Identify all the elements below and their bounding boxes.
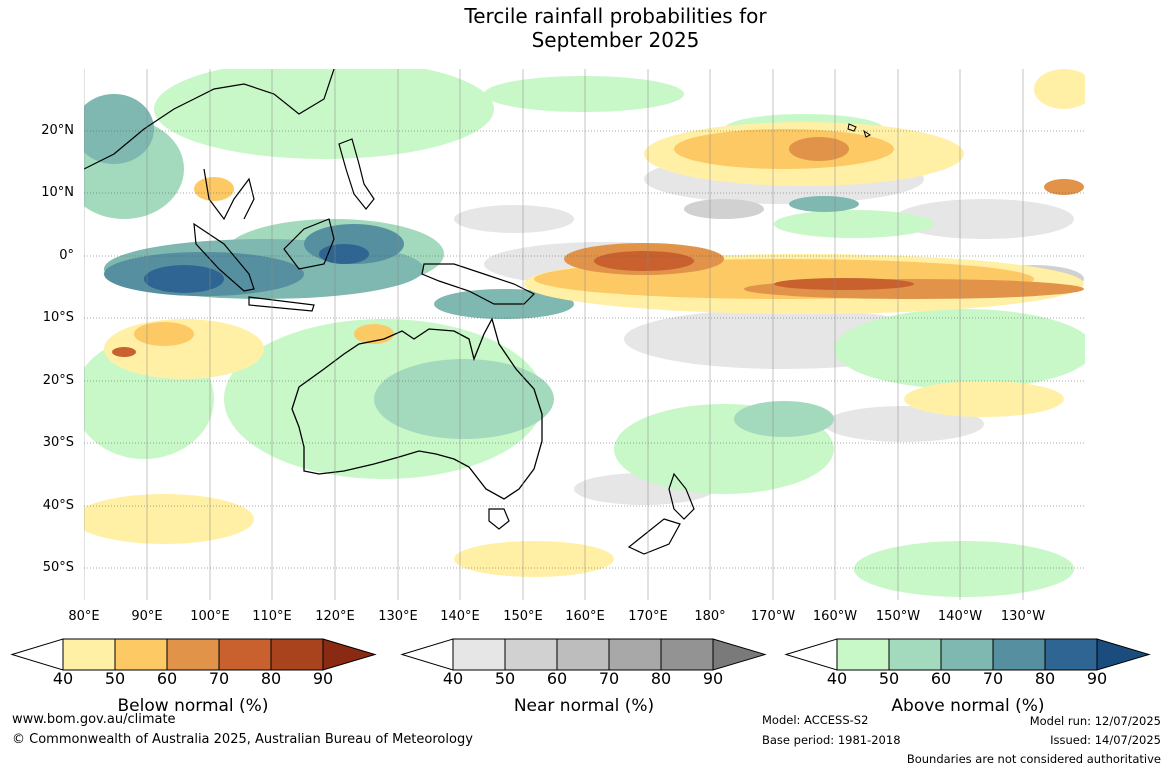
above-normal-colorbar — [784, 638, 1151, 671]
new-zealand-coastline — [627, 472, 695, 555]
colorbar-tick-label: 50 — [104, 669, 126, 688]
colorbar-tick-label: 70 — [982, 669, 1004, 688]
colorbar-tick-label: 90 — [1086, 669, 1108, 688]
near-colorbar-segment — [452, 638, 506, 671]
longitude-label: 170°W — [750, 609, 796, 624]
philippines-coastline — [338, 138, 375, 210]
issued-date: Issued: 14/07/2025 — [1050, 733, 1161, 747]
near-normal-title: Near normal (%) — [513, 696, 655, 716]
model-run-date: Model run: 12/07/2025 — [1029, 714, 1161, 728]
colorbar-tick-label: 40 — [826, 669, 848, 688]
longitude-label: 120°E — [315, 609, 355, 624]
below-colorbar-segment — [270, 638, 324, 671]
longitude-label: 130°W — [1000, 609, 1046, 624]
longitude-label: 110°E — [252, 609, 292, 624]
boundaries-disclaimer: Boundaries are not considered authoritat… — [906, 752, 1161, 766]
title-line-2: September 2025 — [531, 28, 700, 52]
above-normal-regions — [84, 69, 1085, 597]
near-normal-colorbar — [400, 638, 767, 671]
longitude-label: 160°E — [565, 609, 605, 624]
near-colorbar-segment — [608, 638, 662, 671]
colorbar-tick-label: 60 — [156, 669, 178, 688]
footer-copyright: © Commonwealth of Australia 2025, Austra… — [12, 732, 473, 747]
colorbar-tick-label: 90 — [312, 669, 334, 688]
colorbar-tick-label: 50 — [878, 669, 900, 688]
longitude-label: 100°E — [190, 609, 230, 624]
latitude-label: 40°S — [42, 498, 74, 513]
hawaii-islands — [847, 123, 871, 138]
colorbar-tick-label: 60 — [930, 669, 952, 688]
longitude-label: 130°E — [378, 609, 418, 624]
longitude-label: 150°E — [503, 609, 543, 624]
map-gridlines — [84, 69, 1085, 600]
longitude-label: 140°E — [440, 609, 480, 624]
below-normal-colorbar — [10, 638, 377, 671]
colorbar-tick-label: 80 — [1034, 669, 1056, 688]
above-colorbar-segment — [940, 638, 994, 671]
above-colorbar-low-triangle — [784, 638, 838, 671]
mainland-asia-coastline — [84, 69, 335, 221]
below-colorbar-segment — [218, 638, 272, 671]
colorbar-tick-label: 90 — [702, 669, 724, 688]
longitude-label: 90°E — [131, 609, 163, 624]
above-colorbar-segment — [888, 638, 942, 671]
australia-coastline — [291, 317, 543, 500]
rainfall-probability-map — [84, 69, 1085, 600]
below-normal-title: Below normal (%) — [117, 696, 269, 716]
above-colorbar-segment — [992, 638, 1046, 671]
colorbar-tick-label: 70 — [208, 669, 230, 688]
colorbar-tick-label: 80 — [260, 669, 282, 688]
colorbar-tick-label: 40 — [442, 669, 464, 688]
below-normal-regions — [84, 69, 1085, 577]
java-coastline — [248, 296, 315, 312]
model-name: Model: ACCESS-S2 — [762, 713, 869, 727]
longitude-label: 140°W — [937, 609, 983, 624]
title-line-1: Tercile rainfall probabilities for — [464, 4, 767, 28]
footer-url: www.bom.gov.au/climate — [12, 712, 176, 727]
below-colorbar-high-triangle — [322, 638, 377, 671]
near-colorbar-segment — [556, 638, 610, 671]
base-period: Base period: 1981-2018 — [762, 733, 901, 747]
map-title: Tercile rainfall probabilities for Septe… — [0, 4, 1173, 52]
tasmania-coastline — [488, 508, 510, 530]
above-colorbar-segment — [836, 638, 890, 671]
below-colorbar-low-triangle — [10, 638, 64, 671]
longitude-label: 180° — [694, 609, 726, 624]
above-colorbar-high-triangle — [1096, 638, 1151, 671]
longitude-label: 160°W — [812, 609, 858, 624]
new-guinea-coastline — [421, 263, 536, 305]
latitude-label: 10°S — [42, 310, 74, 325]
longitude-label: 170°E — [628, 609, 668, 624]
sumatra-coastline — [193, 222, 255, 292]
colorbar-tick-label: 70 — [598, 669, 620, 688]
longitude-label: 150°W — [875, 609, 921, 624]
latitude-label: 20°N — [41, 123, 74, 138]
below-colorbar-segment — [166, 638, 220, 671]
above-colorbar-segment — [1044, 638, 1098, 671]
near-colorbar-low-triangle — [400, 638, 454, 671]
latitude-label: 0° — [59, 248, 74, 263]
borneo-coastline — [283, 218, 335, 270]
near-colorbar-segment — [660, 638, 714, 671]
colorbar-tick-label: 60 — [546, 669, 568, 688]
colorbar-tick-label: 50 — [494, 669, 516, 688]
longitude-label: 80°E — [68, 609, 100, 624]
near-colorbar-high-triangle — [712, 638, 767, 671]
latitude-label: 30°S — [42, 435, 74, 450]
colorbar-tick-label: 40 — [52, 669, 74, 688]
below-colorbar-segment — [114, 638, 168, 671]
near-colorbar-segment — [504, 638, 558, 671]
latitude-label: 50°S — [42, 560, 74, 575]
below-colorbar-segment — [62, 638, 116, 671]
latitude-label: 10°N — [41, 185, 74, 200]
colorbar-tick-label: 80 — [650, 669, 672, 688]
above-normal-title: Above normal (%) — [891, 696, 1045, 716]
latitude-label: 20°S — [42, 373, 74, 388]
